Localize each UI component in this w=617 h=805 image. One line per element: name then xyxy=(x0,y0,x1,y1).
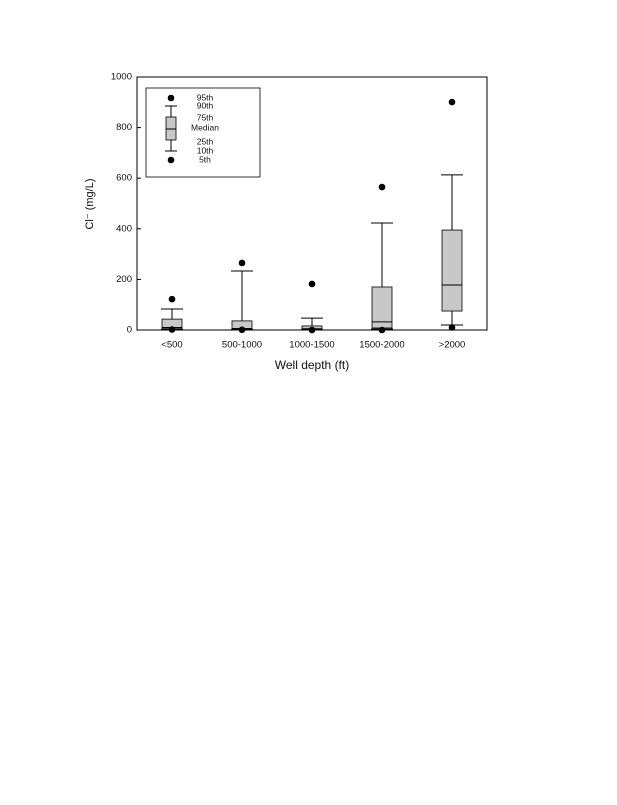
outlier-point xyxy=(378,326,386,334)
legend-dot xyxy=(167,94,175,102)
legend-label: 5th xyxy=(199,154,211,164)
legend-label: 95th xyxy=(197,92,214,102)
y-tick-label: 600 xyxy=(116,173,132,184)
outlier-point xyxy=(168,326,176,333)
y-tick-label: 0 xyxy=(127,325,132,336)
outlier-point xyxy=(168,295,176,303)
outlier-point xyxy=(448,98,456,106)
plot-frame xyxy=(136,76,488,331)
y-tick-label: 1000 xyxy=(111,72,132,83)
x-tick-label: 1000-1500 xyxy=(289,340,334,351)
y-tick-label: 200 xyxy=(116,274,132,285)
outlier-point xyxy=(238,326,246,334)
y-tick-label: 400 xyxy=(116,223,132,234)
x-tick-label: >2000 xyxy=(439,340,466,351)
outlier-point xyxy=(378,183,386,191)
x-tick-label: 500-1000 xyxy=(222,340,262,351)
legend-label: Median xyxy=(191,122,219,132)
legend-label: 90th xyxy=(197,100,214,110)
box xyxy=(441,229,463,312)
outlier-point xyxy=(308,326,316,334)
x-tick-label: <500 xyxy=(161,340,182,351)
legend-label: 10th xyxy=(197,145,214,155)
legend-label: 25th xyxy=(197,136,214,146)
y-tick-label: 800 xyxy=(116,122,132,133)
legend-frame xyxy=(145,87,261,178)
outlier-point xyxy=(308,280,316,288)
x-axis-label: Well depth (ft) xyxy=(275,358,349,372)
y-axis-label: Cl⁻ (mg/L) xyxy=(84,178,96,229)
x-tick-label: 1500-2000 xyxy=(359,340,404,351)
legend-dot xyxy=(167,156,175,164)
outlier-point xyxy=(448,324,456,331)
legend-label: 75th xyxy=(197,112,214,122)
outlier-point xyxy=(238,259,246,267)
